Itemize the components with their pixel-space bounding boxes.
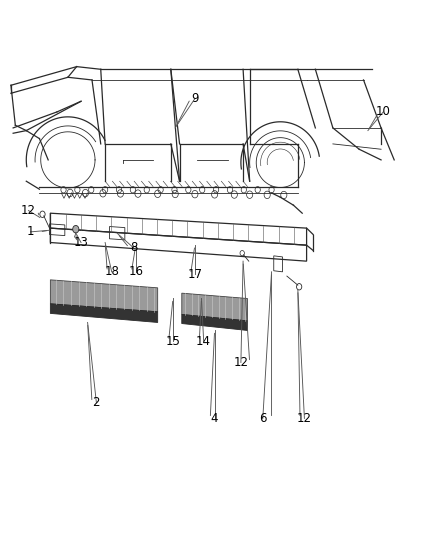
Polygon shape: [182, 293, 247, 321]
Text: 14: 14: [196, 335, 211, 348]
Polygon shape: [50, 304, 158, 322]
Text: 15: 15: [166, 335, 180, 348]
Polygon shape: [50, 280, 158, 312]
Text: 18: 18: [104, 265, 119, 278]
Text: 2: 2: [92, 396, 100, 409]
Text: 4: 4: [211, 412, 219, 425]
Text: 9: 9: [191, 92, 199, 105]
Text: 12: 12: [297, 412, 312, 425]
Text: 16: 16: [128, 265, 143, 278]
Text: 13: 13: [74, 236, 88, 249]
Text: 1: 1: [27, 225, 35, 238]
Text: 6: 6: [259, 412, 267, 425]
Text: 12: 12: [21, 204, 36, 217]
Text: 10: 10: [376, 106, 391, 118]
Circle shape: [73, 225, 79, 233]
Text: 17: 17: [187, 268, 202, 281]
Text: 12: 12: [233, 356, 248, 369]
Polygon shape: [182, 314, 247, 330]
Text: 8: 8: [130, 241, 137, 254]
